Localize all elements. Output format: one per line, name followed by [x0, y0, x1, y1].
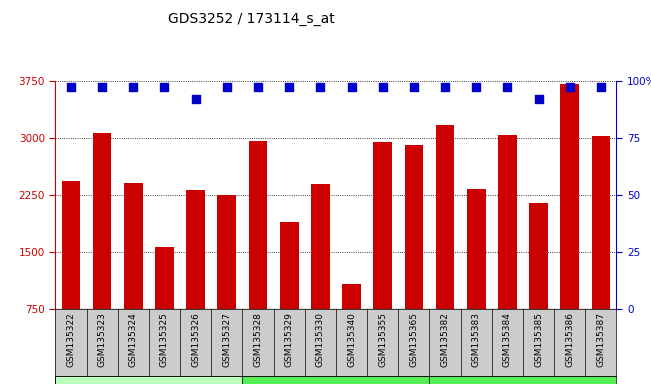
Bar: [467, 189, 486, 366]
Point: [378, 84, 388, 91]
Bar: [155, 247, 174, 366]
Bar: [62, 181, 80, 366]
Point: [190, 96, 201, 102]
Bar: [592, 136, 610, 366]
Bar: [92, 133, 111, 366]
Text: GSM135387: GSM135387: [596, 313, 605, 367]
Bar: [342, 284, 361, 366]
Text: GSM135386: GSM135386: [565, 313, 574, 367]
Text: GSM135328: GSM135328: [253, 313, 262, 367]
Bar: [249, 141, 268, 366]
Bar: [430, 376, 616, 384]
Text: GDS3252 / 173114_s_at: GDS3252 / 173114_s_at: [169, 12, 335, 25]
Point: [440, 84, 450, 91]
Point: [564, 84, 575, 91]
Text: GSM135327: GSM135327: [222, 313, 231, 367]
Bar: [55, 376, 242, 384]
Point: [502, 84, 512, 91]
Point: [221, 84, 232, 91]
Bar: [373, 142, 392, 366]
Point: [315, 84, 326, 91]
Text: GSM135325: GSM135325: [160, 313, 169, 367]
Text: GSM135340: GSM135340: [347, 313, 356, 367]
Point: [284, 84, 294, 91]
Point: [409, 84, 419, 91]
Text: GSM135326: GSM135326: [191, 313, 200, 367]
Text: GSM135322: GSM135322: [66, 313, 76, 367]
Text: GSM135382: GSM135382: [441, 313, 450, 367]
Point: [128, 84, 139, 91]
Bar: [529, 203, 548, 366]
Point: [159, 84, 170, 91]
Point: [346, 84, 357, 91]
Text: GSM135384: GSM135384: [503, 313, 512, 367]
Text: GSM135329: GSM135329: [284, 313, 294, 367]
Bar: [124, 183, 143, 366]
Text: GSM135383: GSM135383: [472, 313, 480, 367]
Point: [533, 96, 544, 102]
Text: GSM135324: GSM135324: [129, 313, 138, 367]
Point: [97, 84, 107, 91]
Point: [471, 84, 481, 91]
Bar: [311, 184, 329, 366]
Point: [66, 84, 76, 91]
Bar: [280, 222, 299, 366]
Point: [596, 84, 606, 91]
Bar: [242, 376, 430, 384]
Text: GSM135330: GSM135330: [316, 313, 325, 367]
Text: GSM135385: GSM135385: [534, 313, 543, 367]
Bar: [404, 145, 423, 366]
Text: GSM135365: GSM135365: [409, 313, 419, 367]
Text: GSM135323: GSM135323: [98, 313, 107, 367]
Text: GSM135355: GSM135355: [378, 313, 387, 367]
Bar: [498, 135, 517, 366]
Point: [253, 84, 263, 91]
Bar: [561, 84, 579, 366]
Bar: [436, 125, 454, 366]
Bar: [186, 190, 205, 366]
Bar: [217, 195, 236, 366]
